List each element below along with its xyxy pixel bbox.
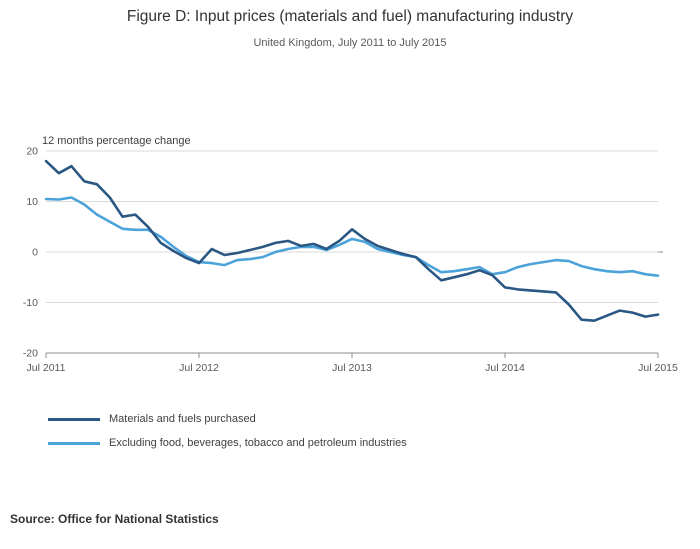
x-tick-label: Jul 2014: [485, 362, 525, 374]
series-line-materials: [44, 159, 660, 323]
source-note: Source: Office for National Statistics: [10, 512, 219, 526]
y-tick-label: -10: [23, 297, 38, 309]
y-tick-label: 10: [26, 196, 38, 208]
x-tick-label: Jul 2013: [332, 362, 372, 374]
chart-title: Figure D: Input prices (materials and fu…: [126, 8, 574, 25]
x-tick-label: Jul 2012: [179, 362, 219, 374]
legend-item-excluding: Excluding food, beverages, tobacco and p…: [48, 431, 407, 455]
legend-line-light: [48, 441, 100, 445]
y-tick-label: 0: [32, 247, 38, 259]
line-chart: 20 10 0 -10 -20 Jul 2011 Jul 2012 Jul 2013 Jul 2…: [23, 146, 678, 375]
legend: Materials and fuels purchased Excluding …: [48, 407, 407, 455]
y-tick-label: 20: [26, 146, 38, 158]
x-tick-label: Jul 2015: [638, 362, 678, 374]
legend-line-dark: [48, 417, 100, 421]
x-tick-label: Jul 2011: [27, 362, 66, 374]
y-axis-note: 12 months percentage change: [42, 135, 191, 147]
chart-subtitle: United Kingdom, July 2011 to July 2015: [253, 37, 447, 49]
series-line-excluding: [44, 196, 660, 278]
legend-item-materials: Materials and fuels purchased: [48, 407, 407, 431]
legend-label-excluding: Excluding food, beverages, tobacco and p…: [109, 437, 407, 449]
y-tick-label: -20: [23, 348, 38, 360]
legend-label-materials: Materials and fuels purchased: [109, 413, 256, 425]
